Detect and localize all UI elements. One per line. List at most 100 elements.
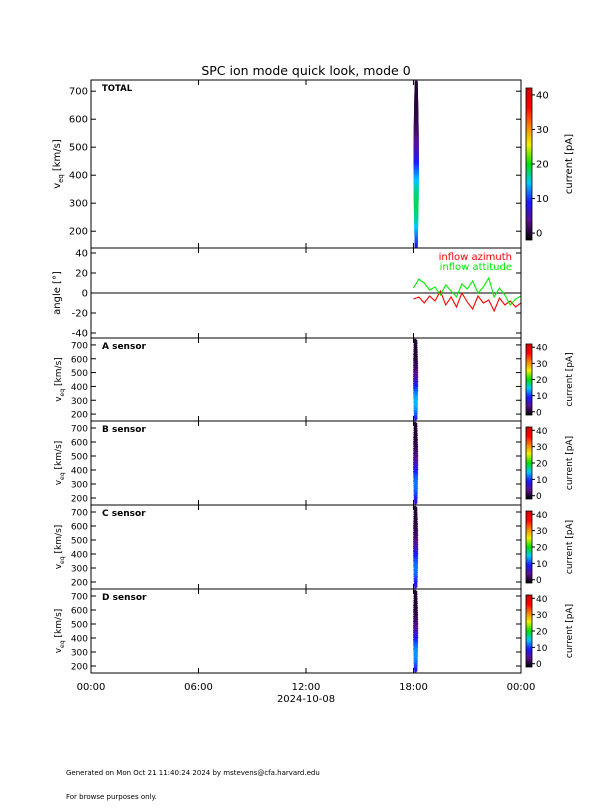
colorbar-tick-label: 30 (536, 125, 549, 136)
panel-label: C sensor (102, 509, 146, 519)
spectrogram-cell (415, 342, 418, 344)
colorbar-label: current [pA] (564, 134, 575, 194)
y-tick-label: 300 (71, 481, 88, 491)
y-tick-label: 20 (75, 269, 88, 280)
y-axis-label-unit: [km/s] (54, 441, 64, 473)
spectrogram-cell (415, 339, 418, 342)
spectrogram-cell (415, 591, 418, 593)
y-tick-label: 400 (71, 635, 88, 645)
colorbar-tick-label: 40 (536, 344, 548, 354)
y-tick-label: 200 (69, 227, 88, 238)
footer-browse-note: For browse purposes only. (66, 793, 157, 801)
y-tick-label: 200 (71, 663, 88, 673)
y-axis-label-main: v (52, 183, 63, 189)
panel-frame (90, 504, 522, 590)
y-tick-label: 500 (69, 143, 88, 154)
spectrogram-cell (415, 496, 418, 499)
colorbar-tick-label: 0 (536, 408, 542, 418)
y-tick-label: 300 (71, 397, 88, 407)
y-axis-label: veq [km/s] (54, 441, 66, 486)
y-tick-label: 700 (71, 509, 88, 519)
y-tick-label: 400 (69, 171, 88, 182)
colorbar-tick-label: 10 (536, 476, 548, 486)
spectrogram-cell (415, 578, 418, 581)
spectrogram-cell (415, 597, 418, 600)
x-tick-label: 12:00 (292, 682, 321, 693)
y-tick-label: 500 (71, 621, 88, 631)
y-tick-label: 700 (71, 593, 88, 603)
panel-frame (90, 337, 522, 422)
colorbar-tick-label: 30 (536, 611, 548, 621)
colorbar-tick-label: 40 (536, 90, 549, 101)
colorbar (525, 87, 533, 241)
y-tick-label: 200 (71, 495, 88, 505)
colorbar-tick-label: 10 (536, 560, 548, 570)
y-axis-label-unit: [km/s] (54, 357, 64, 389)
panel-label: D sensor (102, 593, 147, 603)
spectrogram-cell (414, 432, 418, 434)
spectrogram-cell (415, 423, 418, 425)
spectrogram-cell (415, 667, 418, 669)
y-tick-label: 300 (69, 199, 88, 210)
colorbar-tick-label: 0 (536, 660, 542, 670)
spectrogram-cell (415, 499, 418, 501)
spectrogram-cell (415, 580, 418, 583)
y-tick-label: 500 (71, 537, 88, 547)
colorbar-tick-label: 0 (536, 492, 542, 502)
spectrogram-cell (415, 509, 418, 511)
y-axis-label-unit: [km/s] (54, 609, 64, 641)
colorbar-tick-label: 40 (536, 595, 548, 605)
panel-6: 200 300 400 500 600 700 D sensor veq [km/s] 0 10 2… (54, 588, 575, 674)
colorbar-tick-label: 10 (536, 194, 549, 205)
colorbar-tick-label: 30 (536, 527, 548, 537)
y-tick-label: 40 (75, 249, 88, 260)
panel-frame (90, 588, 522, 674)
y-tick-label: 500 (71, 369, 88, 379)
spectrogram-cell (415, 346, 418, 349)
panel-data (413, 505, 419, 589)
x-tick-label: 06:00 (184, 682, 213, 693)
panel-frame (90, 79, 522, 249)
x-tick-label: 18:00 (399, 682, 428, 693)
colorbar-tick-label: 20 (536, 460, 548, 470)
spectrogram-cell (415, 585, 418, 587)
y-axis-label-subscript: eq (59, 640, 66, 648)
y-tick-label: 700 (69, 87, 88, 98)
y-tick-label: 400 (71, 551, 88, 561)
y-tick-label: 300 (71, 649, 88, 659)
footer-generated-line: Generated on Mon Oct 21 11:40:24 2024 by… (66, 769, 320, 777)
spectrogram-cell (415, 513, 418, 516)
footer: Generated on Mon Oct 21 11:40:24 2024 by… (66, 753, 320, 809)
series-inflow-azimuth (413, 289, 521, 313)
spectrogram-cell (415, 344, 418, 347)
panel-4: 200 300 400 500 600 700 B sensor veq [km/s] 0 10 2… (54, 420, 575, 506)
y-tick-label: 500 (71, 453, 88, 463)
x-tick-label: 00:00 (77, 682, 106, 693)
colorbar (525, 426, 533, 500)
y-tick-label: -20 (72, 309, 88, 320)
y-tick-label: 600 (69, 115, 88, 126)
colorbar (525, 343, 533, 416)
spectrogram-cell (415, 425, 418, 427)
panel-label: B sensor (102, 425, 146, 435)
y-axis-label-subscript: eq (59, 472, 66, 480)
y-tick-label: 400 (71, 467, 88, 477)
y-tick-label: 600 (71, 439, 88, 449)
y-tick-label: 200 (71, 579, 88, 589)
y-tick-label: 300 (71, 565, 88, 575)
spectrogram-cell (415, 595, 418, 598)
panel-data (413, 589, 419, 673)
colorbar-tick-label: 30 (536, 443, 548, 453)
y-axis-label-unit: [km/s] (54, 525, 64, 557)
y-tick-label: 600 (71, 355, 88, 365)
y-axis-label-unit: [km/s] (52, 139, 63, 174)
legend-entry: inflow attitude (440, 262, 512, 273)
panel-data (413, 338, 419, 421)
spectrogram-cell (415, 593, 418, 595)
colorbar-tick-label: 20 (536, 160, 549, 171)
colorbar-label: current [pA] (565, 352, 575, 406)
spectrogram-cell (414, 516, 418, 518)
spectrogram-cell (415, 429, 418, 432)
